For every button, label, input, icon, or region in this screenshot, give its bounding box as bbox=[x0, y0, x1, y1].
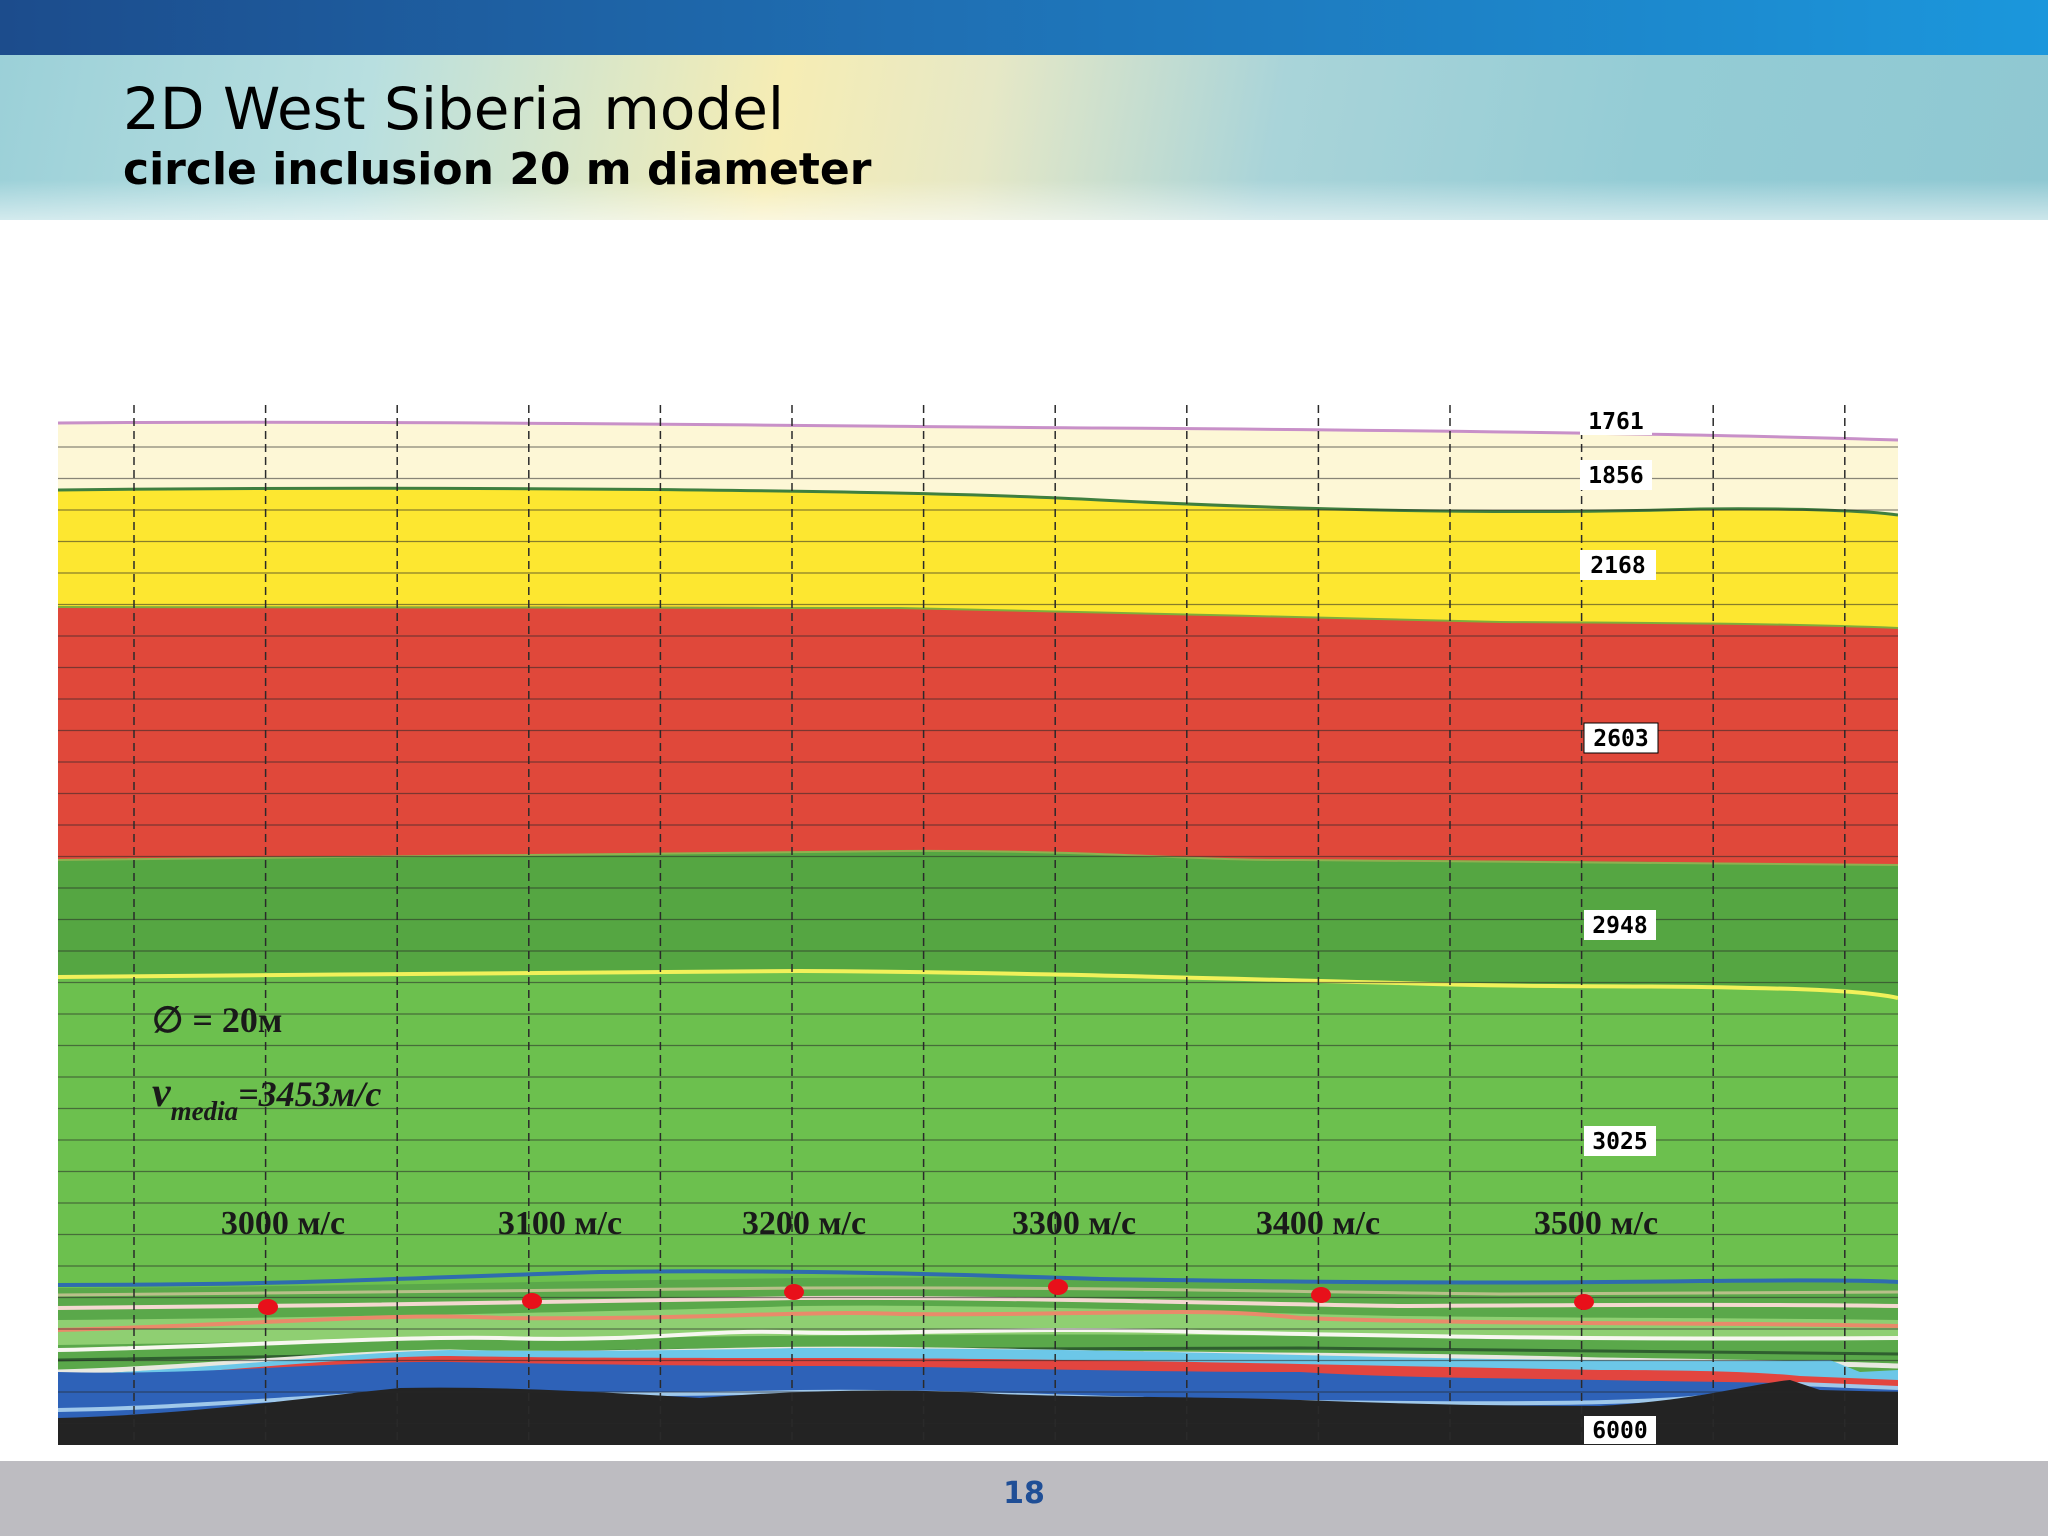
boundary-3025 bbox=[58, 1269, 1898, 1287]
velocity-symbol: v bbox=[152, 1070, 172, 1116]
vertical-grid-lines bbox=[133, 405, 1846, 1445]
inclusion-marker bbox=[522, 1293, 542, 1309]
page-number: 18 bbox=[1003, 1476, 1045, 1511]
layer-label-3025: 3025 bbox=[1584, 1126, 1656, 1156]
thin-line-2 bbox=[58, 1309, 1898, 1332]
header-band bbox=[0, 55, 2048, 220]
layer-label-2603: 2603 bbox=[1583, 722, 1659, 754]
header-top-bar bbox=[0, 0, 2048, 55]
svg-text:1761: 1761 bbox=[1588, 409, 1643, 435]
layer-labels: 1761 1856 2168 2603 2948 3025 6000 bbox=[1580, 405, 1659, 1444]
velocity-subscript: media bbox=[171, 1096, 239, 1126]
inclusion-marker bbox=[1048, 1279, 1068, 1295]
layer-2168-red bbox=[58, 606, 1898, 880]
svg-text:2168: 2168 bbox=[1590, 553, 1645, 579]
layer-6000-black bbox=[58, 1380, 1898, 1445]
boundary-2948 bbox=[58, 968, 1898, 1000]
boundary-thin-top bbox=[58, 1286, 1898, 1297]
boundary-1761 bbox=[58, 420, 1898, 442]
inclusion-velocity-label: 3100 м/с bbox=[498, 1205, 622, 1242]
inclusion-velocity-label: 3400 м/с bbox=[1256, 1205, 1380, 1242]
thin-line-3 bbox=[58, 1328, 1898, 1352]
layer-label-1856: 1856 bbox=[1580, 460, 1652, 490]
inclusion-marker bbox=[1311, 1287, 1331, 1303]
layer-label-2948: 2948 bbox=[1584, 910, 1656, 940]
inclusion-marker bbox=[258, 1299, 278, 1315]
circle-inclusions bbox=[258, 1279, 1594, 1315]
layer-stack bbox=[58, 405, 1898, 1445]
inclusion-marker bbox=[1574, 1294, 1594, 1310]
layer-2948-green bbox=[58, 971, 1898, 1300]
inclusion-velocity-labels: 3000 м/с 3100 м/с 3200 м/с 3300 м/с 3400… bbox=[221, 1205, 1658, 1242]
footer-bar bbox=[0, 1461, 2048, 1536]
svg-text:6000: 6000 bbox=[1592, 1418, 1647, 1444]
svg-text:2948: 2948 bbox=[1592, 913, 1647, 939]
inclusion-diameter-label: ∅ = 20м bbox=[152, 1000, 282, 1040]
slide-title: 2D West Siberia model bbox=[123, 75, 784, 143]
inclusion-velocity-label: 3000 м/с bbox=[221, 1205, 345, 1242]
thin-line-1 bbox=[58, 1295, 1898, 1310]
svg-text:1856: 1856 bbox=[1588, 463, 1643, 489]
velocity-value: =3453м/с bbox=[238, 1074, 381, 1114]
layer-label-1761: 1761 bbox=[1580, 405, 1652, 435]
svg-text:3025: 3025 bbox=[1592, 1129, 1647, 1155]
layer-1856-yellow bbox=[58, 488, 1898, 640]
boundary-1856 bbox=[58, 486, 1898, 517]
layer-label-2168: 2168 bbox=[1580, 550, 1656, 580]
layer-label-6000: 6000 bbox=[1584, 1416, 1656, 1444]
velocity-model-diagram: 1761 1856 2168 2603 2948 3025 6000 ∅ = 2… bbox=[58, 405, 1898, 1445]
inclusion-velocity-label: 3500 м/с bbox=[1534, 1205, 1658, 1242]
svg-text:2603: 2603 bbox=[1593, 726, 1648, 752]
inclusion-velocity-label: 3300 м/с bbox=[1012, 1205, 1136, 1242]
slide-subtitle: circle inclusion 20 m diameter bbox=[123, 144, 872, 195]
inclusion-marker bbox=[784, 1284, 804, 1300]
inclusion-velocity-label: 3200 м/с bbox=[742, 1205, 866, 1242]
median-velocity-label: vmedia=3453м/с bbox=[152, 1070, 381, 1126]
